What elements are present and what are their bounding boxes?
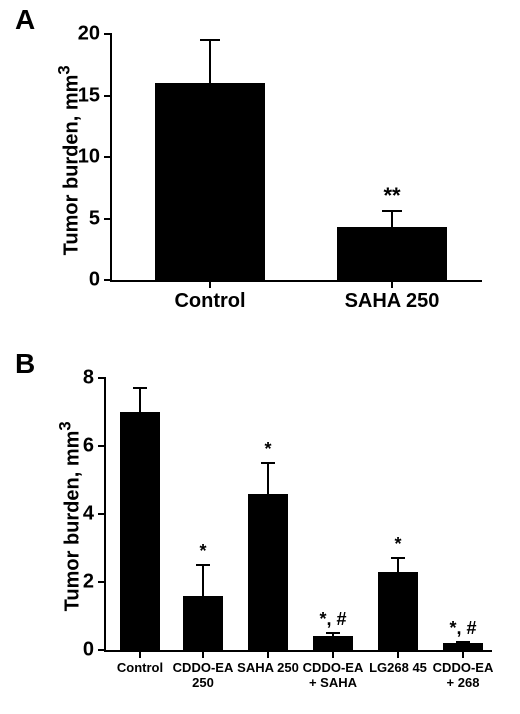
y-tick-label: 2 (83, 571, 94, 594)
y-tick-label: 0 (89, 269, 100, 292)
y-tick (98, 445, 106, 447)
figure: A 05101520Control**SAHA 250 Tumor burden… (0, 0, 520, 714)
bar-annotation: * (264, 439, 271, 460)
y-tick (98, 649, 106, 651)
error-bar-cap (196, 564, 210, 566)
y-tick-label: 6 (83, 435, 94, 458)
bar (313, 636, 353, 650)
error-bar (391, 211, 393, 227)
y-tick (104, 33, 112, 35)
bar (183, 596, 223, 650)
error-bar-cap (382, 210, 402, 212)
bar-annotation: * (199, 541, 206, 562)
error-bar (139, 388, 141, 412)
bar (120, 412, 160, 650)
error-bar-cap (200, 39, 220, 41)
bar (155, 83, 265, 280)
bar (443, 643, 483, 650)
bar (337, 227, 447, 280)
error-bar-cap (326, 632, 340, 634)
y-tick-label: 8 (83, 367, 94, 390)
x-tick (397, 650, 399, 658)
x-tick (462, 650, 464, 658)
x-tick (202, 650, 204, 658)
error-bar (267, 463, 269, 494)
bar-annotation: *, # (449, 618, 476, 639)
y-tick (104, 156, 112, 158)
bar (248, 494, 288, 650)
bar (378, 572, 418, 650)
x-tick (267, 650, 269, 658)
y-tick-label: 5 (89, 207, 100, 230)
x-tick (139, 650, 141, 658)
error-bar (209, 40, 211, 83)
x-tick-label: Control (174, 290, 245, 313)
error-bar (397, 558, 399, 572)
x-tick-label: SAHA 250 (237, 660, 299, 675)
x-tick-label: CDDO-EA250 (173, 660, 234, 690)
error-bar (202, 565, 204, 596)
y-tick (104, 279, 112, 281)
bar-annotation: ** (383, 183, 400, 209)
y-tick (104, 218, 112, 220)
panel-a-label: A (15, 4, 35, 36)
error-bar-cap (391, 557, 405, 559)
y-tick (98, 377, 106, 379)
y-tick (98, 581, 106, 583)
y-tick-label: 4 (83, 503, 94, 526)
error-bar-cap (133, 387, 147, 389)
error-bar-cap (456, 641, 470, 643)
y-tick-label: 0 (83, 639, 94, 662)
x-tick-label: CDDO-EA+ SAHA (303, 660, 364, 690)
x-tick-label: SAHA 250 (345, 290, 440, 313)
x-tick-label: CDDO-EA+ 268 (433, 660, 494, 690)
panel-b-ylabel: Tumor burden, mm3 (56, 380, 85, 652)
x-tick-label: LG268 45 (369, 660, 427, 675)
panel-b-plot: 02468Control*CDDO-EA250*SAHA 250*, #CDDO… (104, 378, 492, 652)
y-tick (104, 95, 112, 97)
x-tick (332, 650, 334, 658)
panel-a-plot: 05101520Control**SAHA 250 (110, 34, 482, 282)
y-tick (98, 513, 106, 515)
x-tick (391, 280, 393, 288)
x-tick (209, 280, 211, 288)
panel-b-label: B (15, 348, 35, 380)
panel-a-ylabel: Tumor burden, mm3 (55, 37, 84, 283)
x-tick-label: Control (117, 660, 163, 675)
bar-annotation: *, # (319, 609, 346, 630)
bar-annotation: * (394, 534, 401, 555)
error-bar-cap (261, 462, 275, 464)
